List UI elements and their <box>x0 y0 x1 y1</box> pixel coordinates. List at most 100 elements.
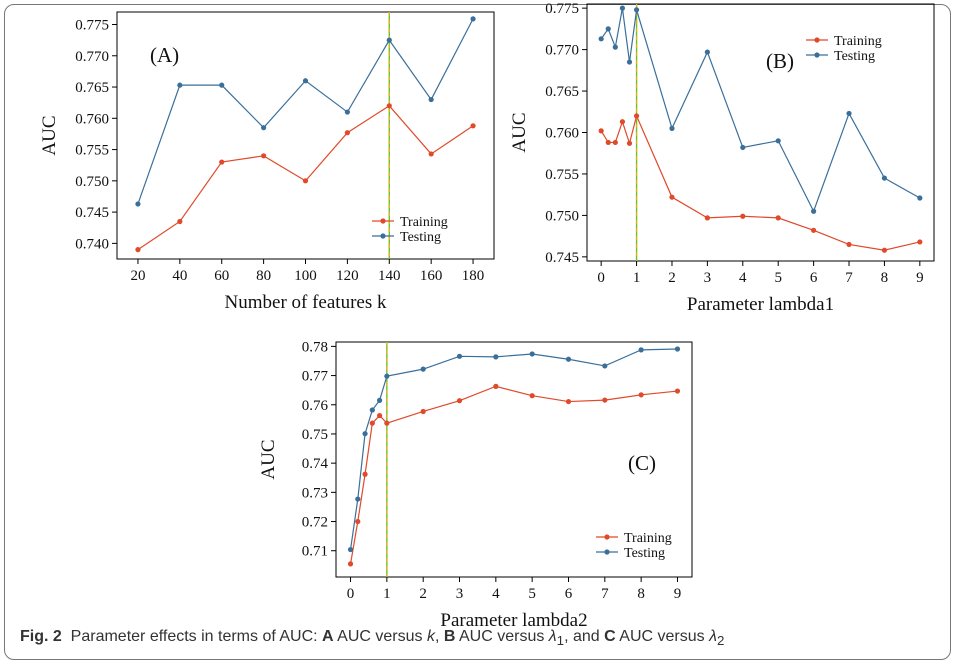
x-tick-label: 100 <box>294 268 317 284</box>
data-point-training <box>177 218 183 225</box>
data-point-training <box>529 393 535 399</box>
plot-frame <box>586 3 935 262</box>
y-tick-label: 0.765 <box>75 80 109 96</box>
legend-label: Testing <box>400 230 441 245</box>
data-point-testing <box>846 110 852 117</box>
chart-1: 0.745 0.750 0.755 0.760 0.765 0.770 0.775 0 1 2 3 4… <box>509 1 935 315</box>
x-tick-label: 4 <box>492 586 500 602</box>
data-point-testing <box>135 201 141 207</box>
data-point-testing <box>529 351 535 357</box>
data-point-testing <box>302 78 309 84</box>
data-point-testing <box>917 195 923 201</box>
data-point-training <box>846 241 852 248</box>
data-point-testing <box>384 373 390 379</box>
data-point-training <box>386 103 392 109</box>
x-tick-label: 0 <box>347 586 355 602</box>
x-tick-label: 160 <box>420 268 443 284</box>
y-tick-label: 0.72 <box>302 515 328 531</box>
caption-and-text: , and <box>564 628 600 645</box>
data-point-training <box>740 213 746 219</box>
data-point-testing <box>428 96 434 103</box>
data-point-testing <box>369 407 375 413</box>
y-tick-label: 0.775 <box>75 18 109 34</box>
panel-label: (B) <box>766 49 794 73</box>
y-axis-label: AUC <box>258 439 279 479</box>
y-tick-label: 0.75 <box>302 427 328 443</box>
legend-marker <box>380 233 386 239</box>
x-tick-label: 20 <box>130 268 145 284</box>
legend-label: Testing <box>624 546 665 561</box>
data-point-training <box>565 398 572 405</box>
x-axis-label: Number of features k <box>225 292 387 313</box>
x-tick-label: 3 <box>704 270 712 286</box>
data-point-testing <box>219 82 225 88</box>
series-line-training <box>349 385 678 564</box>
y-tick-label: 0.750 <box>75 174 109 190</box>
series-line-training <box>600 114 920 251</box>
data-point-training <box>135 247 141 253</box>
caption-text-pre: Parameter effects in terms of AUC: <box>70 628 318 645</box>
data-point-training <box>605 139 611 146</box>
data-point-testing <box>674 346 681 352</box>
caption-a-letter: A <box>322 628 334 645</box>
data-point-testing <box>704 49 710 55</box>
legend-label: Training <box>624 531 672 546</box>
data-point-training <box>362 471 368 477</box>
data-point-training <box>456 398 463 404</box>
caption-b-var: λ <box>548 628 557 645</box>
data-point-testing <box>386 37 392 43</box>
x-tick-label: 7 <box>845 270 853 286</box>
x-axis-label: Parameter lambda2 <box>440 610 587 631</box>
caption-b-letter: B <box>443 628 456 645</box>
data-point-testing <box>565 356 572 362</box>
data-point-training <box>347 561 354 567</box>
data-point-training <box>917 239 923 245</box>
chart-0: 0.740 0.745 0.750 0.755 0.760 0.765 0.770 0.775… <box>39 11 495 313</box>
data-point-testing <box>261 125 267 131</box>
data-point-testing <box>362 431 368 437</box>
caption-c-var: λ <box>709 628 717 645</box>
y-axis-label: AUC <box>39 115 60 155</box>
data-point-training <box>602 397 608 403</box>
y-tick-label: 0.76 <box>302 398 329 414</box>
x-tick-label: 120 <box>336 268 359 284</box>
data-point-training <box>619 119 626 125</box>
data-point-training <box>355 518 361 525</box>
data-point-testing <box>602 363 608 369</box>
data-point-testing <box>376 397 383 403</box>
data-point-testing <box>470 16 476 22</box>
legend-marker <box>604 549 610 555</box>
data-point-testing <box>638 347 644 353</box>
panel-label: (C) <box>628 451 656 475</box>
x-tick-label: 60 <box>214 268 229 284</box>
data-point-training <box>638 392 644 398</box>
data-point-testing <box>619 5 626 11</box>
caption-c-text: AUC versus <box>619 628 705 645</box>
y-tick-label: 0.750 <box>545 208 579 224</box>
data-point-testing <box>605 26 611 32</box>
y-tick-label: 0.755 <box>545 167 579 183</box>
data-point-training <box>704 215 710 221</box>
x-tick-label: 7 <box>601 586 609 602</box>
legend-label: Testing <box>834 49 875 64</box>
data-point-training <box>626 140 633 146</box>
x-tick-label: 80 <box>256 268 271 284</box>
plot-frame <box>335 341 693 578</box>
data-point-training <box>674 388 681 394</box>
data-point-training <box>470 123 476 129</box>
data-point-training <box>344 130 350 136</box>
data-point-training <box>219 159 225 165</box>
series-line-testing <box>349 348 678 550</box>
data-point-training <box>261 153 267 159</box>
caption-b-sub: 1 <box>556 633 565 649</box>
y-tick-label: 0.745 <box>75 205 109 221</box>
data-point-testing <box>598 36 604 42</box>
data-point-training <box>881 247 888 253</box>
data-point-testing <box>493 354 499 360</box>
y-tick-label: 0.760 <box>75 111 109 127</box>
caption-a-text: AUC versus <box>337 628 423 645</box>
data-point-training <box>633 113 640 119</box>
data-point-testing <box>420 366 426 372</box>
x-tick-label: 4 <box>739 270 747 286</box>
